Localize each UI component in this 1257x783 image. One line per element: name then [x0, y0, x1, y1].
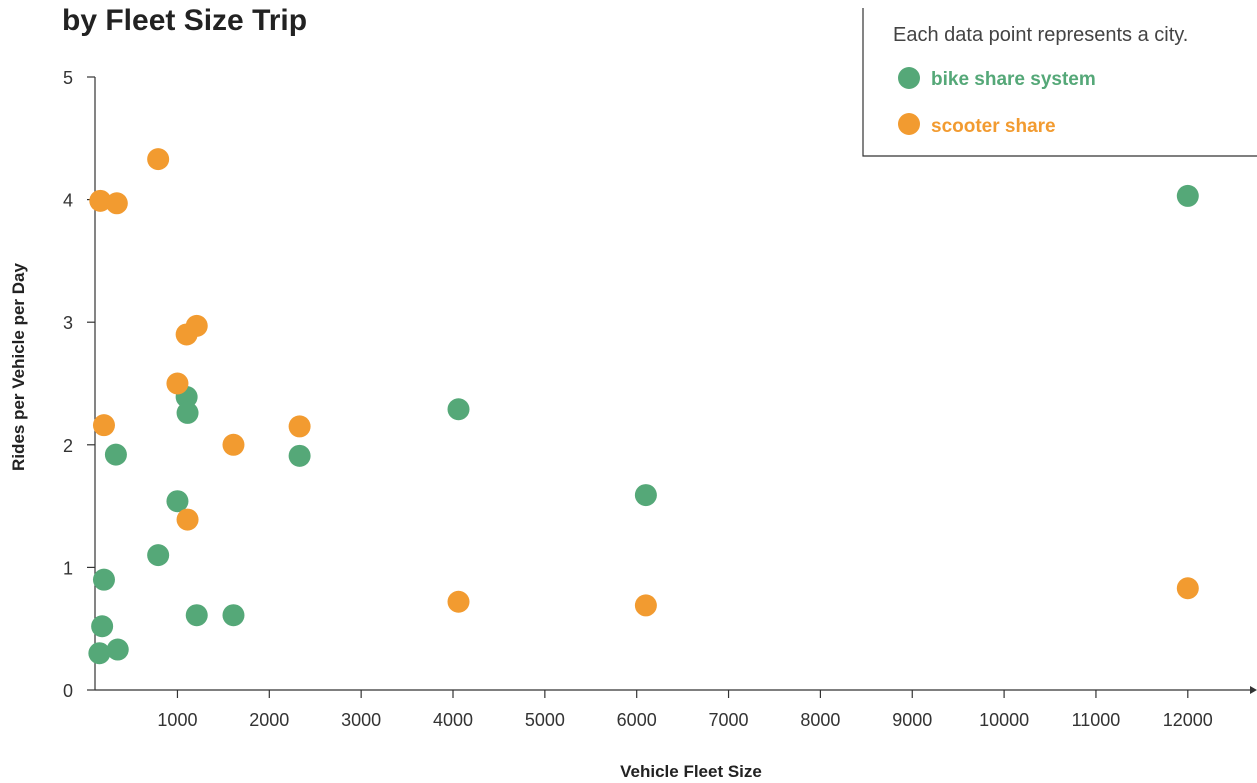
data-point-scooter-share: [185, 314, 208, 337]
chart-title: by Fleet Size Trip: [62, 4, 307, 37]
y-tick-label: 5: [63, 68, 73, 88]
data-point-bike-share-system: [92, 568, 115, 591]
x-tick-label: 4000: [433, 710, 473, 730]
legend-note: Each data point represents a city.: [893, 24, 1188, 46]
axes: [94, 77, 1257, 694]
data-point-bike-share-system: [447, 398, 470, 421]
x-tick-label: 8000: [800, 710, 840, 730]
data-point-scooter-share: [147, 148, 170, 171]
data-point-scooter-share: [288, 415, 311, 438]
x-tick-label: 9000: [892, 710, 932, 730]
y-ticks: 0 1 2 3 4 5: [63, 68, 95, 701]
data-point-bike-share-system: [634, 484, 657, 507]
y-tick-label: 2: [63, 436, 73, 456]
x-axis-label: Vehicle Fleet Size: [620, 762, 762, 781]
x-tick-label: 2000: [249, 710, 289, 730]
data-points: [88, 148, 1199, 665]
data-point-scooter-share: [92, 414, 115, 437]
y-tick-label: 4: [63, 191, 73, 211]
legend: Each data point represents a city. bike …: [862, 8, 1257, 157]
data-point-scooter-share: [176, 508, 199, 531]
legend-label-bike-share: bike share system: [931, 69, 1096, 90]
y-tick-label: 1: [63, 558, 73, 578]
legend-marker-scooter-share: [898, 113, 920, 135]
data-point-scooter-share: [634, 594, 657, 617]
data-point-bike-share-system: [104, 443, 127, 466]
data-point-scooter-share: [105, 192, 128, 215]
x-ticks: 1000 2000 3000 4000 5000 6000 7000 8000 9000 1000…: [157, 690, 1213, 730]
data-point-scooter-share: [222, 433, 245, 456]
x-tick-label: 10000: [979, 710, 1029, 730]
data-point-bike-share-system: [176, 401, 199, 424]
x-tick-label: 5000: [525, 710, 565, 730]
data-point-bike-share-system: [222, 604, 245, 627]
data-point-scooter-share: [89, 189, 112, 212]
data-point-bike-share-system: [185, 604, 208, 627]
legend-border: [862, 8, 1257, 157]
data-point-bike-share-system: [1176, 184, 1199, 207]
data-point-bike-share-system: [288, 444, 311, 467]
x-tick-label: 3000: [341, 710, 381, 730]
data-point-scooter-share: [447, 590, 470, 613]
data-point-bike-share-system: [106, 638, 129, 661]
x-tick-label: 1000: [157, 710, 197, 730]
y-axis-label: Rides per Vehicle per Day: [9, 263, 28, 471]
x-tick-label: 6000: [617, 710, 657, 730]
data-point-scooter-share: [1176, 577, 1199, 600]
x-axis-arrow: [1250, 686, 1257, 694]
x-tick-label: 12000: [1163, 710, 1213, 730]
data-point-bike-share-system: [91, 615, 114, 638]
y-tick-label: 0: [63, 681, 73, 701]
data-point-scooter-share: [166, 372, 189, 395]
x-tick-label: 7000: [709, 710, 749, 730]
data-point-bike-share-system: [88, 642, 111, 665]
legend-label-scooter-share: scooter share: [931, 116, 1056, 137]
y-tick-label: 3: [63, 313, 73, 333]
data-point-bike-share-system: [166, 490, 189, 513]
data-point-bike-share-system: [147, 544, 170, 567]
x-tick-label: 11000: [1072, 710, 1121, 730]
legend-marker-bike-share: [898, 67, 920, 89]
